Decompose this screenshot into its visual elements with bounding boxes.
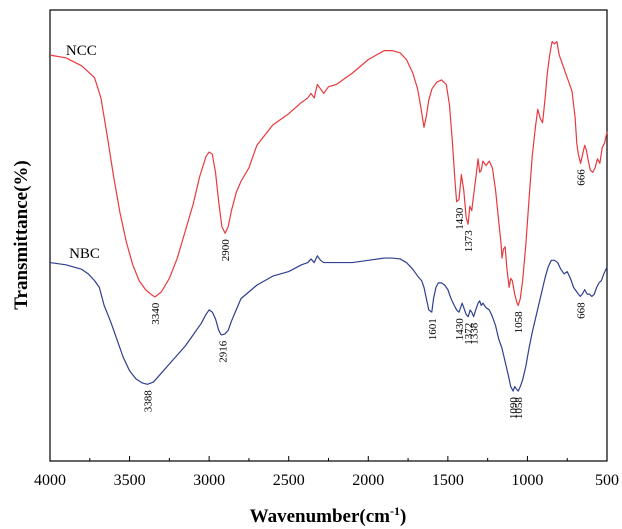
series-line-nbc <box>49 255 608 392</box>
peak-label-ncc-1430: 1430 <box>454 207 466 230</box>
x-tick-label-4000: 4000 <box>34 472 66 489</box>
x-tick-label-3500: 3500 <box>114 472 146 489</box>
x-tick-label-2000: 2000 <box>352 472 384 489</box>
x-tick-label-1000: 1000 <box>511 472 543 489</box>
peak-label-nbc-2916: 2916 <box>218 340 230 363</box>
x-axis-ticks <box>49 456 608 461</box>
series-label-ncc: NCC <box>66 43 97 59</box>
peak-label-ncc-2900: 2900 <box>220 239 232 262</box>
x-tick-label-3000: 3000 <box>193 472 225 489</box>
series-line-ncc <box>49 40 608 306</box>
peak-label-nbc-1058: 1058 <box>513 397 525 420</box>
series-label-nbc: NBC <box>69 246 100 262</box>
series-labels: NCC NBC <box>66 43 100 262</box>
x-tick-label-500: 500 <box>595 472 619 489</box>
x-tick-label-2500: 2500 <box>273 472 305 489</box>
peak-label-nbc-668: 668 <box>575 302 587 319</box>
x-axis-title-close: ) <box>400 506 406 527</box>
x-axis-title: Wavenumber(cm-1) <box>250 504 407 527</box>
peak-label-nbc-1601: 1601 <box>427 318 439 340</box>
x-tick-label-1500: 1500 <box>432 472 464 489</box>
y-axis-title: Transmittance(%) <box>11 160 32 310</box>
peak-label-nbc-1090: 1090 <box>508 397 520 420</box>
peak-label-ncc-1058: 1058 <box>513 311 525 334</box>
peak-label-nbc-1338: 1338 <box>469 322 481 345</box>
x-axis-title-superscript: -1 <box>390 504 400 518</box>
series-layer <box>49 40 608 392</box>
x-axis-tick-labels: 4000 3500 3000 2500 2000 1500 1000 500 <box>34 472 619 489</box>
peak-label-ncc-666: 666 <box>576 169 588 186</box>
plot-frame <box>49 9 608 462</box>
peak-label-nbc-1372: 1372 <box>463 323 475 345</box>
peak-label-ncc-3340: 3340 <box>150 302 162 325</box>
peak-label-nbc-1430: 1430 <box>454 318 466 341</box>
peak-label-ncc-1373: 1373 <box>463 230 475 253</box>
peak-label-nbc-3388: 3388 <box>142 390 154 413</box>
